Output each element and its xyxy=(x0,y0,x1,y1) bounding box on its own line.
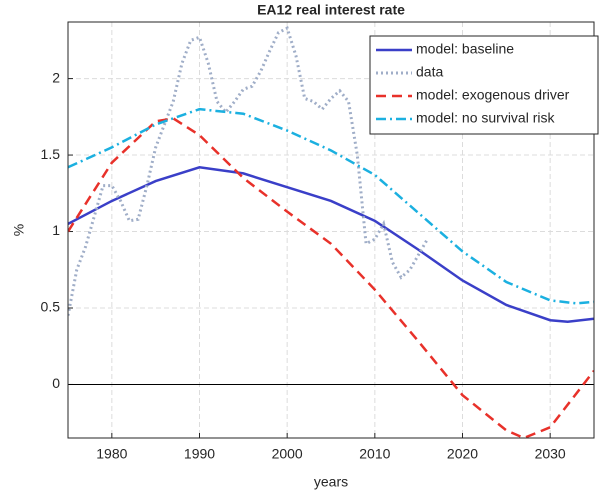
x-tick-label: 2030 xyxy=(535,446,566,462)
legend-label: model: baseline xyxy=(416,41,514,57)
axes-frame xyxy=(67,21,595,439)
x-tick-label: 1990 xyxy=(184,446,215,462)
y-tick-label: 1.5 xyxy=(41,146,61,162)
legend: model: baseline data model: exogenous driv… xyxy=(369,35,599,135)
y-tick-label: 0.5 xyxy=(41,299,61,315)
legend-box xyxy=(369,35,599,135)
x-axis-label: years xyxy=(314,474,348,490)
series-line xyxy=(68,166,594,324)
y-tick-label: 1 xyxy=(52,222,60,238)
series-line xyxy=(68,107,594,305)
x-tick-label: 1980 xyxy=(96,446,127,462)
legend-label: model: no survival risk xyxy=(416,110,555,126)
x-tick-label: 2020 xyxy=(447,446,478,462)
chart-title: EA12 real interest rate xyxy=(257,2,405,18)
legend-label: model: exogenous driver xyxy=(416,87,570,103)
x-tick-label: 2010 xyxy=(359,446,390,462)
x-tick-label: 2000 xyxy=(272,446,303,462)
y-axis-label: % xyxy=(11,224,27,236)
legend-label: data xyxy=(416,64,443,80)
y-tick-label: 0 xyxy=(52,375,60,391)
series-line xyxy=(68,117,594,438)
y-tick-label: 2 xyxy=(52,69,60,85)
